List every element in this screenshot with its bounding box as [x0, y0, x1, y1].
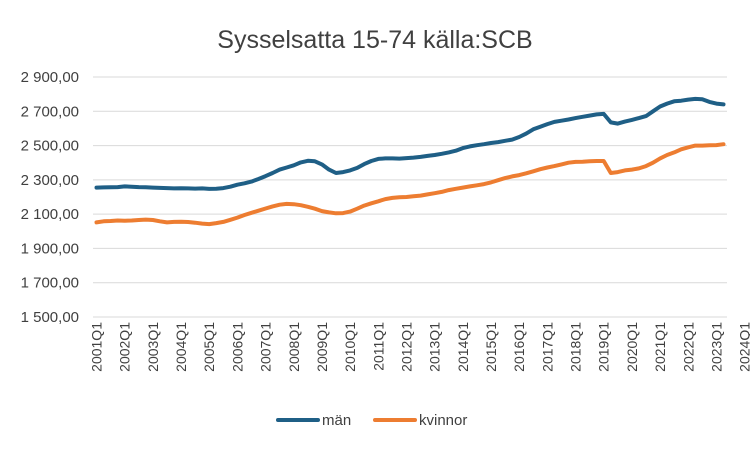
y-tick-label: 2 700,00 — [21, 103, 79, 120]
x-tick-label: 2001Q1 — [89, 322, 105, 372]
x-tick-label: 2012Q1 — [398, 322, 414, 372]
x-tick-label: 2022Q1 — [680, 322, 696, 372]
legend-label: kvinnor — [419, 412, 467, 429]
series-lines — [94, 96, 726, 227]
chart-title: Sysselsatta 15-74 källa:SCB — [217, 26, 532, 54]
series-line-kvinnor — [94, 142, 726, 227]
x-tick-label: 2005Q1 — [201, 322, 217, 372]
x-tick-label: 2019Q1 — [596, 322, 612, 372]
legend: män kvinnor — [276, 412, 467, 429]
x-tick-label: 2016Q1 — [511, 322, 527, 372]
series-line-man — [94, 96, 726, 191]
x-tick-label: 2003Q1 — [145, 322, 161, 372]
x-tick-label: 2010Q1 — [342, 322, 358, 372]
y-tick-label: 2 100,00 — [21, 206, 79, 223]
x-tick-label: 2014Q1 — [455, 322, 471, 372]
x-tick-label: 2002Q1 — [117, 322, 133, 372]
x-tick-label: 2015Q1 — [483, 322, 499, 372]
x-axis-ticks: 2001Q1 2002Q1 2003Q1 2004Q1 2005Q1 2006Q1 2007… — [89, 322, 750, 372]
x-tick-label: 2024Q1 — [737, 322, 750, 372]
y-tick-label: 1 700,00 — [21, 275, 79, 292]
y-tick-label: 2 300,00 — [21, 172, 79, 189]
x-tick-label: 2018Q1 — [568, 322, 584, 372]
x-tick-label: 2004Q1 — [173, 322, 189, 372]
y-tick-label: 1 900,00 — [21, 240, 79, 257]
x-tick-label: 2023Q1 — [708, 322, 724, 372]
y-tick-label: 1 500,00 — [21, 309, 79, 326]
grid-lines — [93, 76, 727, 318]
x-tick-label: 2009Q1 — [314, 322, 330, 372]
y-axis-ticks: 1 500,00 1 700,00 1 900,00 2 100,00 2 300,00… — [21, 69, 79, 326]
y-tick-label: 2 900,00 — [21, 69, 79, 86]
x-tick-label: 2008Q1 — [286, 322, 302, 372]
x-tick-label: 2006Q1 — [229, 322, 245, 372]
y-tick-label: 2 500,00 — [21, 138, 79, 155]
x-tick-label: 2021Q1 — [652, 322, 668, 372]
x-tick-label: 2020Q1 — [624, 322, 640, 372]
x-tick-label: 2017Q1 — [539, 322, 555, 372]
legend-label: män — [322, 412, 351, 429]
x-tick-label: 2007Q1 — [258, 322, 274, 372]
x-tick-label: 2011Q1 — [370, 322, 386, 371]
x-tick-label: 2013Q1 — [427, 322, 443, 372]
